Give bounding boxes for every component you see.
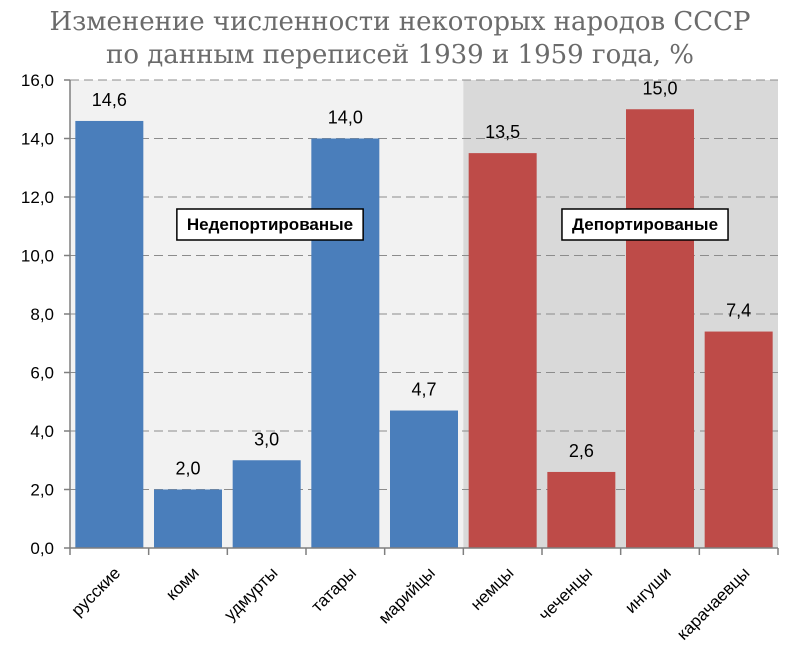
data-label: 2,6 (569, 441, 594, 461)
data-label: 3,0 (254, 429, 279, 449)
x-tick-label: коми (162, 563, 203, 604)
group-label-box-1: Депортированые (561, 208, 729, 241)
bar-марийцы (390, 410, 458, 548)
data-label: 4,7 (411, 380, 436, 400)
group-label: Недепортированые (187, 215, 353, 234)
bars (75, 109, 773, 548)
y-tick-label: 10,0 (21, 247, 54, 266)
x-tick-label: ингуши (621, 563, 675, 617)
bar-русские (75, 120, 144, 548)
bar-коми (154, 489, 222, 548)
bar-татары (311, 138, 380, 548)
data-label: 7,4 (726, 301, 751, 321)
group-label-box-0: Недепортированые (176, 208, 364, 241)
y-tick-label: 8,0 (30, 305, 54, 324)
y-tick-label: 4,0 (30, 422, 54, 441)
x-tick-label: карачаевцы (673, 563, 753, 643)
x-tick-label: чеченцы (535, 563, 596, 624)
y-tick-label: 14,0 (21, 130, 54, 149)
y-tick-label: 2,0 (30, 481, 54, 500)
axes (64, 79, 779, 555)
bar-ингуши (626, 109, 694, 548)
group-label: Депортированые (572, 215, 718, 234)
x-tick-label: удмурты (221, 563, 282, 624)
x-tick-label: русские (68, 563, 125, 620)
chart-title: Изменение численности некоторых народов … (49, 7, 751, 37)
bar-удмурты (232, 460, 301, 548)
x-tick-label: немцы (467, 563, 518, 614)
chart-title-block: Изменение численности некоторых народов … (0, 6, 800, 72)
chart-subtitle: по данным переписей 1939 и 1959 года, % (105, 40, 695, 70)
y-tick-label: 6,0 (30, 364, 54, 383)
bar-чеченцы (547, 471, 616, 548)
data-label: 13,5 (485, 122, 520, 142)
data-label: 14,0 (328, 108, 363, 128)
group-label-frame (561, 208, 729, 241)
y-tick-label: 12,0 (21, 188, 54, 207)
group-label-frame (176, 208, 364, 241)
bar-карачаевцы (704, 331, 773, 548)
data-label: 15,0 (642, 78, 677, 98)
y-tick-label: 16,0 (21, 71, 54, 90)
data-label: 14,6 (92, 90, 127, 110)
bar-немцы (468, 153, 537, 548)
data-label: 2,0 (175, 459, 200, 479)
x-tick-label: татары (308, 563, 361, 616)
x-tick-label: марийцы (375, 563, 439, 627)
y-tick-label: 0,0 (30, 539, 54, 558)
